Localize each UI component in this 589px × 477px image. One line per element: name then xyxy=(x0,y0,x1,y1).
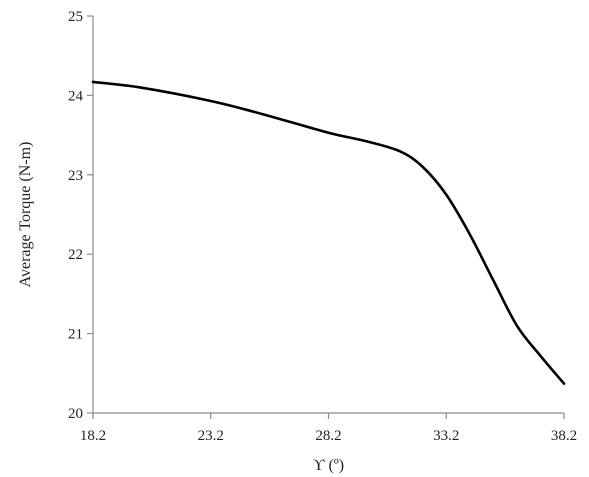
y-axis-ticks: 20 21 22 23 24 25 xyxy=(68,9,93,422)
x-tick-label: 18.2 xyxy=(80,428,106,444)
y-tick-label: 21 xyxy=(68,327,83,343)
y-tick-label: 22 xyxy=(68,247,83,263)
y-tick-label: 24 xyxy=(68,88,84,104)
y-tick-label: 20 xyxy=(68,406,83,422)
y-tick-label: 25 xyxy=(68,9,83,25)
x-tick-label: 28.2 xyxy=(315,428,341,444)
x-axis-title: ϒ (º) xyxy=(313,457,344,474)
x-tick-label: 33.2 xyxy=(433,428,459,444)
x-tick-label: 38.2 xyxy=(551,428,577,444)
x-tick-label: 23.2 xyxy=(198,428,224,444)
y-axis-title: Average Torque (N-m) xyxy=(17,142,34,288)
y-tick-label: 23 xyxy=(68,168,83,184)
x-axis-ticks: 18.2 23.2 28.2 33.2 38.2 xyxy=(80,413,577,444)
torque-series-line xyxy=(91,80,566,385)
